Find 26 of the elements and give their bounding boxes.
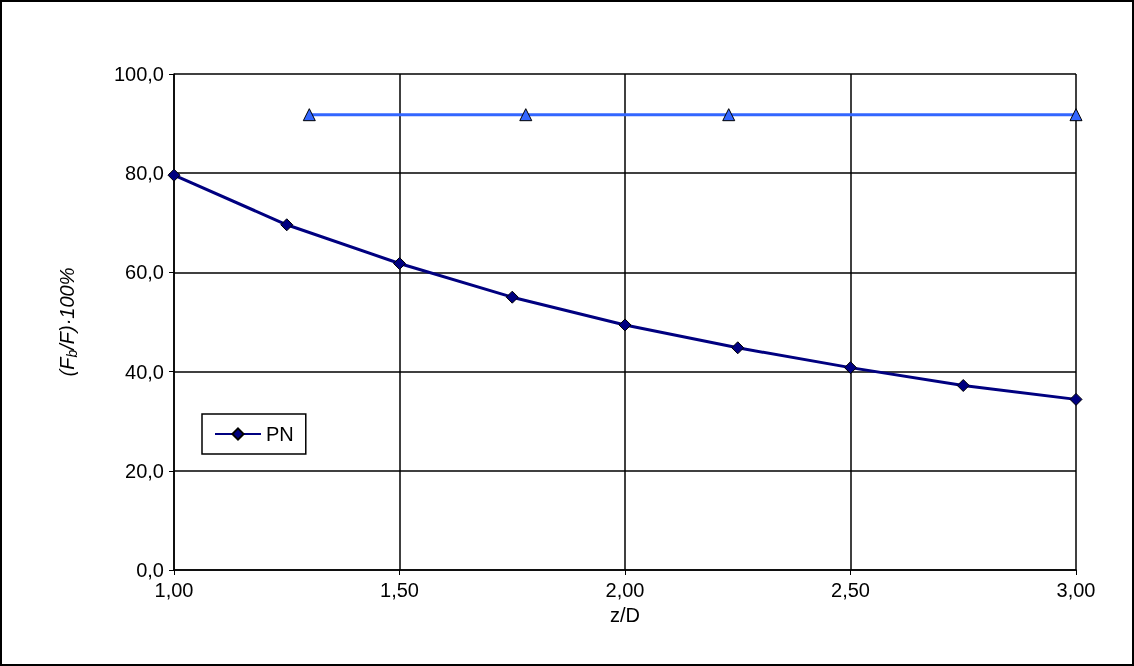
x-tick-label: 2,50: [831, 579, 870, 601]
point: [722, 108, 736, 122]
point: [302, 108, 316, 122]
point: [1069, 392, 1083, 406]
y-tick-label: 0,0: [136, 559, 164, 581]
point: [505, 290, 519, 304]
x-tick-label: 1,00: [154, 579, 194, 601]
point: [844, 361, 857, 375]
legend-label: PN: [266, 423, 294, 445]
x-axis-title: z/D: [610, 603, 640, 626]
y-tick-label: 40,0: [125, 360, 164, 383]
point: [731, 341, 745, 355]
point: [393, 256, 406, 270]
y-tick-label: 20,0: [125, 459, 164, 482]
point: [618, 318, 632, 332]
x-tick-label: 2,00: [605, 579, 645, 601]
point: [167, 168, 181, 182]
y-tick-label: 100,0: [113, 63, 164, 85]
point: [956, 378, 970, 392]
x-tick-label: 1,50: [380, 579, 419, 601]
y-tick-label: 60,0: [125, 261, 164, 284]
x-tick-label: 3,00: [1056, 579, 1096, 601]
point: [280, 218, 294, 232]
y-tick-label: 80,0: [125, 162, 164, 185]
point: [1069, 108, 1083, 122]
point: [519, 108, 533, 122]
